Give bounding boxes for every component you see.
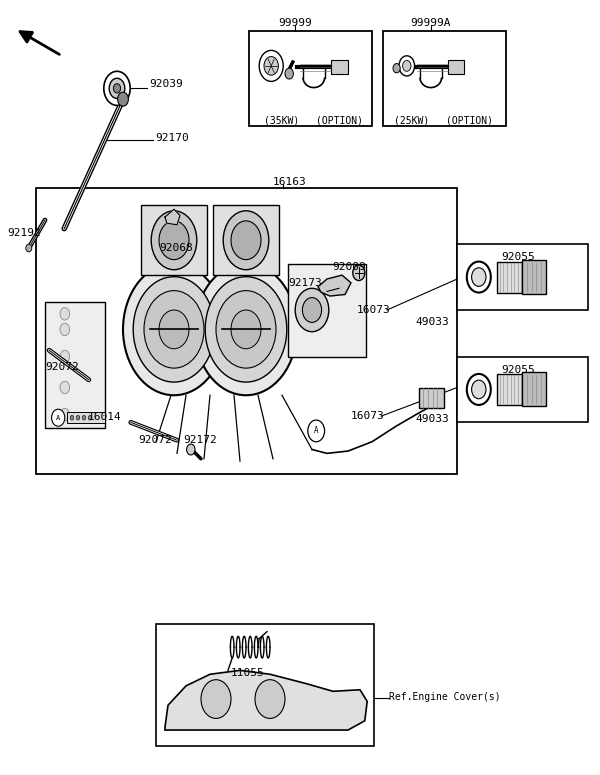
Circle shape <box>70 415 74 420</box>
Text: 92170: 92170 <box>155 133 188 143</box>
Circle shape <box>151 211 197 270</box>
Bar <box>448 60 464 74</box>
Bar <box>67 412 105 423</box>
Circle shape <box>144 291 204 368</box>
Circle shape <box>231 221 261 260</box>
Bar <box>522 372 546 406</box>
Bar <box>383 31 506 126</box>
Text: (OPTION): (OPTION) <box>316 115 363 125</box>
Text: 92172: 92172 <box>183 436 217 445</box>
Bar <box>497 374 522 405</box>
Bar <box>288 264 366 356</box>
Circle shape <box>118 92 128 106</box>
Text: 92068: 92068 <box>159 243 193 253</box>
Circle shape <box>223 211 269 270</box>
Circle shape <box>88 415 92 420</box>
Text: 92009: 92009 <box>332 263 366 272</box>
Bar <box>45 302 105 428</box>
Text: 99999A: 99999A <box>410 19 451 28</box>
Circle shape <box>60 323 70 336</box>
Bar <box>497 261 522 292</box>
Circle shape <box>259 50 283 81</box>
Text: 92055: 92055 <box>502 253 535 262</box>
Polygon shape <box>165 209 180 225</box>
Circle shape <box>159 221 189 260</box>
Bar <box>457 356 588 422</box>
Text: A: A <box>56 415 61 421</box>
Circle shape <box>113 84 121 93</box>
Text: 92072: 92072 <box>45 362 79 371</box>
Circle shape <box>60 381 70 394</box>
Circle shape <box>399 56 415 76</box>
Bar <box>457 244 588 310</box>
Circle shape <box>205 277 287 382</box>
Bar <box>141 205 207 275</box>
Text: (25KW): (25KW) <box>394 115 429 125</box>
Polygon shape <box>318 275 351 296</box>
Circle shape <box>109 78 125 98</box>
Text: (OPTION): (OPTION) <box>446 115 493 125</box>
Text: 92192: 92192 <box>7 228 41 237</box>
Circle shape <box>393 64 400 73</box>
Bar <box>156 624 374 746</box>
Text: 16014: 16014 <box>88 412 121 422</box>
Text: 99999: 99999 <box>278 19 312 28</box>
Bar <box>36 188 457 474</box>
Text: 11055: 11055 <box>231 668 265 677</box>
Text: 16163: 16163 <box>272 177 306 187</box>
Text: (35KW): (35KW) <box>264 115 299 125</box>
Polygon shape <box>165 670 367 730</box>
Text: 92039: 92039 <box>149 80 182 89</box>
Text: 16073: 16073 <box>351 412 385 421</box>
Text: 92072: 92072 <box>138 436 172 445</box>
Circle shape <box>467 374 491 405</box>
Bar <box>249 31 372 126</box>
Circle shape <box>285 68 293 79</box>
Circle shape <box>195 264 297 395</box>
Bar <box>213 205 279 275</box>
Circle shape <box>255 680 285 718</box>
Circle shape <box>187 444 195 455</box>
Circle shape <box>472 380 486 398</box>
Circle shape <box>308 420 325 442</box>
Bar <box>419 388 444 408</box>
Circle shape <box>231 310 261 349</box>
Circle shape <box>216 291 276 368</box>
Circle shape <box>123 264 225 395</box>
Circle shape <box>353 265 365 281</box>
Text: A: A <box>314 426 319 436</box>
Circle shape <box>52 409 65 426</box>
Circle shape <box>26 244 32 252</box>
Circle shape <box>264 57 278 75</box>
Text: Ref.Engine Cover(s): Ref.Engine Cover(s) <box>389 693 500 702</box>
Circle shape <box>60 308 70 320</box>
Circle shape <box>295 288 329 332</box>
Circle shape <box>60 408 70 421</box>
Circle shape <box>159 310 189 349</box>
Circle shape <box>467 262 491 292</box>
Circle shape <box>104 71 130 105</box>
Text: 49033: 49033 <box>416 414 449 423</box>
Circle shape <box>472 267 486 286</box>
Circle shape <box>82 415 86 420</box>
Text: 49033: 49033 <box>416 317 449 326</box>
Bar <box>522 260 546 294</box>
Text: 16073: 16073 <box>357 305 391 315</box>
Circle shape <box>403 60 411 71</box>
Circle shape <box>201 680 231 718</box>
Circle shape <box>60 350 70 363</box>
Circle shape <box>302 298 322 322</box>
Circle shape <box>76 415 80 420</box>
Circle shape <box>133 277 215 382</box>
FancyBboxPatch shape <box>36 188 457 475</box>
Text: 92055: 92055 <box>502 365 535 374</box>
Bar <box>331 60 348 74</box>
Text: 92173: 92173 <box>289 278 322 288</box>
